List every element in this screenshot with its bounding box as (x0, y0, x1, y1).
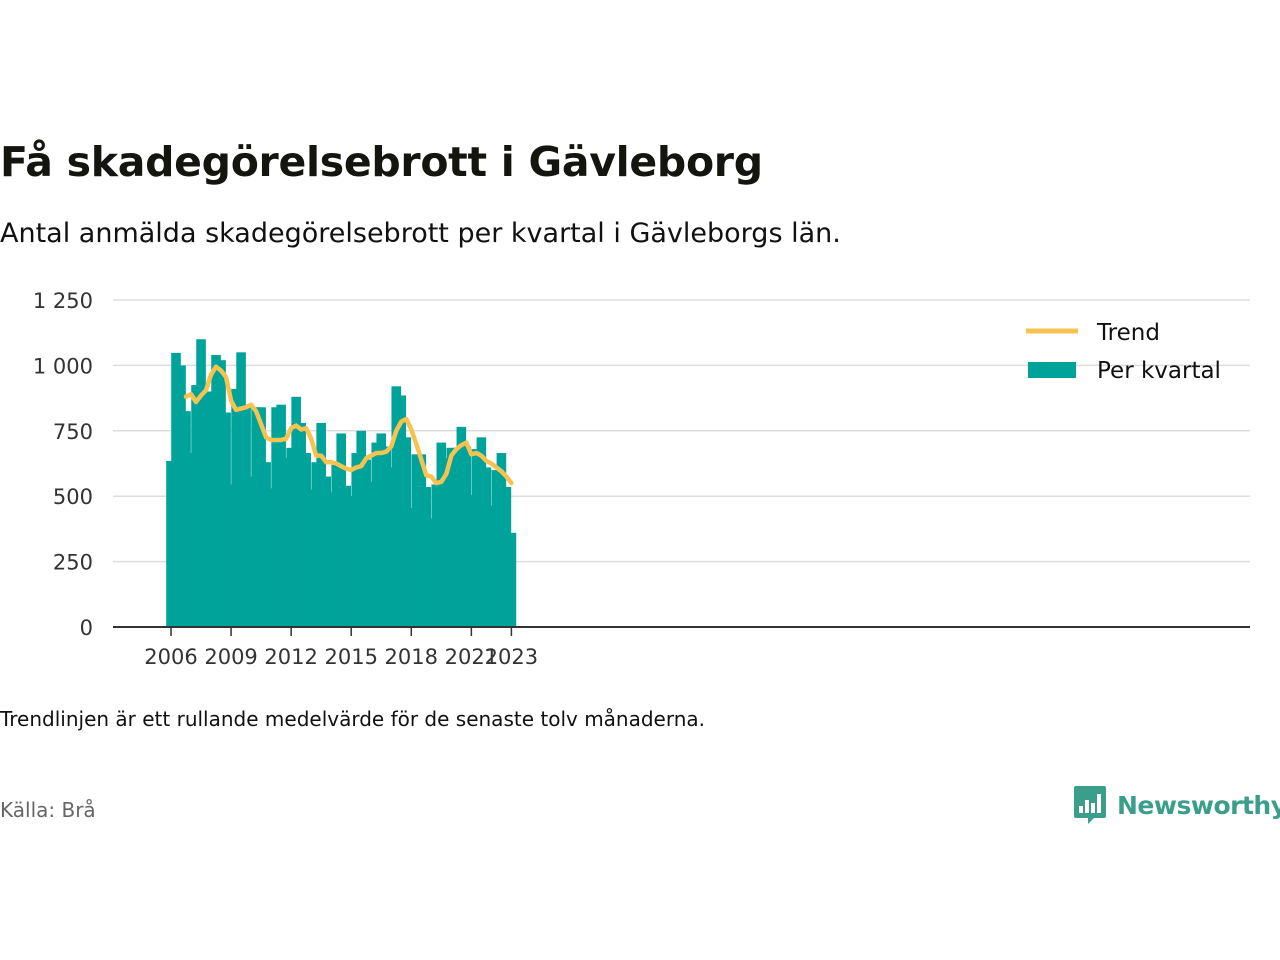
bar (436, 442, 447, 627)
bar (466, 494, 477, 627)
legend-bar-label: Per kvartal (1097, 358, 1221, 384)
bar (261, 462, 271, 627)
bar (341, 485, 352, 627)
bar (266, 488, 276, 627)
bar (331, 464, 341, 627)
bar (506, 532, 517, 627)
bar (451, 447, 462, 627)
bar (286, 447, 296, 627)
bar (386, 467, 397, 627)
bar (231, 388, 241, 627)
bar (411, 454, 422, 627)
bar (356, 430, 367, 627)
bar (501, 487, 512, 627)
bar (491, 470, 502, 627)
bar (461, 446, 472, 627)
x-tick-label: 2021 (445, 645, 498, 669)
bar (391, 386, 402, 627)
brand-name: Newsworthy (1117, 790, 1280, 820)
bar (296, 422, 306, 627)
bar (181, 411, 191, 627)
bar (456, 426, 467, 627)
bar (326, 492, 336, 627)
bar (246, 476, 256, 627)
bar (271, 407, 281, 627)
bar (351, 453, 362, 627)
bar (496, 453, 507, 627)
bar (226, 484, 236, 627)
legend-bar-swatch (1028, 362, 1076, 378)
x-tick-label: 2012 (264, 645, 317, 669)
bar (421, 487, 432, 627)
bar (441, 458, 452, 627)
bar (316, 422, 326, 627)
bar (236, 352, 246, 627)
y-tick-label: 500 (53, 485, 93, 509)
x-tick-label: 2023 (485, 645, 538, 669)
bar (426, 518, 437, 627)
y-tick-label: 0 (80, 616, 93, 640)
x-tick-label: 2006 (144, 645, 197, 669)
axes: 0 250 500 750 1 000 1 250 2006 2009 2012 2015 2018… (33, 289, 1250, 669)
bar (401, 437, 412, 627)
bar (321, 476, 331, 627)
legend: Trend Per kvartal (1026, 320, 1221, 384)
bar (176, 365, 186, 627)
bar (416, 454, 427, 627)
bar (336, 433, 346, 627)
bar (476, 437, 487, 627)
bar (191, 385, 201, 627)
bar (251, 407, 261, 627)
bar (366, 481, 377, 627)
bar (481, 467, 492, 627)
x-tick-label: 2009 (204, 645, 257, 669)
y-tick-label: 1 000 (33, 354, 93, 378)
bar (306, 489, 316, 627)
bar (276, 404, 286, 627)
bar (381, 446, 392, 627)
bar (206, 391, 216, 627)
brand-logo[interactable]: Newsworthy (1073, 784, 1280, 826)
bar (471, 449, 482, 627)
source-label: Källa: Brå (0, 798, 96, 822)
bar (346, 496, 357, 627)
bar (406, 507, 417, 627)
x-tick-label: 2018 (385, 645, 438, 669)
trend-line (183, 364, 514, 486)
bar (171, 352, 181, 627)
x-tick-label: 2015 (324, 645, 377, 669)
bar (256, 407, 266, 627)
chart-title: Få skadegörelsebrott i Gävleborg (0, 138, 763, 186)
bar (301, 453, 311, 627)
y-tick-label: 250 (53, 551, 93, 575)
bar (376, 433, 387, 627)
bar (311, 462, 321, 627)
y-tick-label: 1 250 (33, 289, 93, 313)
bar (371, 442, 382, 627)
bars (166, 339, 517, 627)
bar (216, 360, 226, 627)
chart-subtitle: Antal anmälda skadegörelsebrott per kvar… (0, 218, 841, 249)
bar-chart-speech-bubble-icon (1074, 786, 1106, 824)
bar (201, 391, 211, 627)
bar (446, 447, 457, 627)
bar (396, 395, 407, 627)
bar (281, 458, 291, 627)
bar (431, 484, 442, 627)
bar (291, 396, 301, 627)
bar (196, 339, 206, 627)
footnote: Trendlinjen är ett rullande medelvärde f… (0, 707, 706, 731)
bar (241, 407, 251, 627)
bar (361, 459, 372, 627)
bar-chart: 0 250 500 750 1 000 1 250 2006 2009 2012 2015 2018… (33, 289, 1250, 669)
bar (166, 460, 176, 627)
bar (486, 505, 497, 627)
bar (211, 354, 221, 627)
legend-trend-label: Trend (1096, 320, 1160, 346)
trend-line-layer (183, 364, 514, 486)
bar (221, 412, 231, 627)
y-tick-label: 750 (53, 420, 93, 444)
bar (186, 453, 196, 627)
